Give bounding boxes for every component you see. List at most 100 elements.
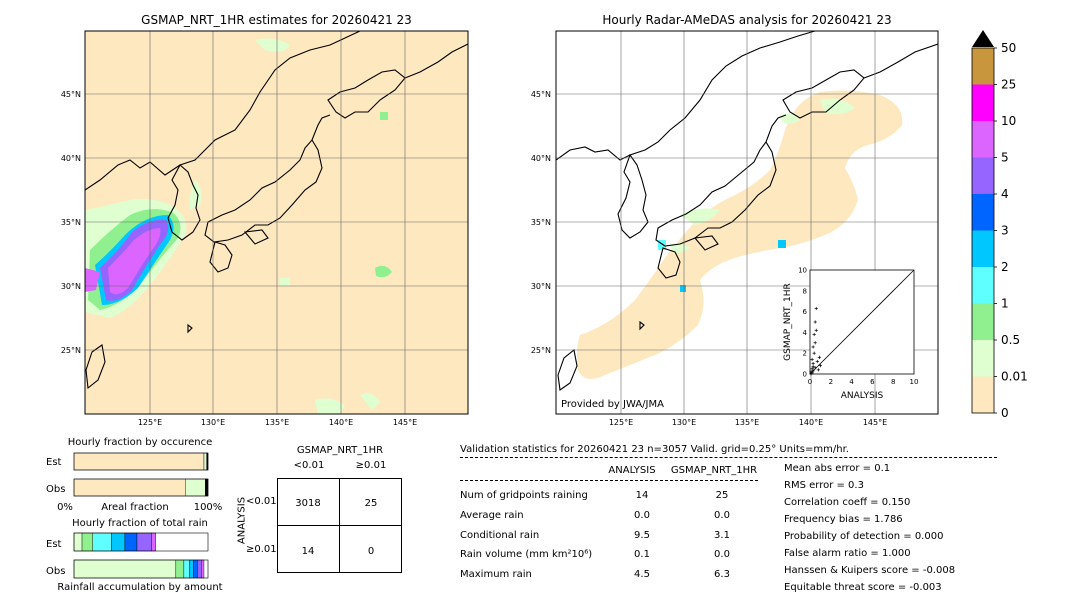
- lon-label: 135°E: [265, 418, 289, 427]
- rain-xlabel: Rainfall accumulation by amount: [57, 582, 222, 593]
- colorbar-segment: [972, 230, 994, 267]
- lat-label: 35°N: [61, 218, 81, 227]
- data-credit: Provided by JWA/JMA: [561, 399, 664, 410]
- occ-xlabel: Areal fraction: [101, 502, 168, 513]
- total-rain-chart: Est Obs Rainfall accumulation by amount: [46, 532, 223, 593]
- colorbar-label: 10: [1001, 114, 1016, 128]
- rain-row-label-obs: Obs: [46, 566, 65, 577]
- score-line: Equitable threat score = -0.003: [784, 582, 942, 593]
- fraction-bar-segment: [124, 532, 138, 552]
- scatter-point: [811, 369, 815, 373]
- fraction-bar-segment: [73, 478, 186, 497]
- stats-col-gsmap: GSMAP_NRT_1HR: [670, 465, 758, 476]
- colorbar-segment: [972, 303, 994, 340]
- fraction-bar-segment: [205, 478, 209, 497]
- scatter-point: [813, 341, 817, 345]
- colorbar-segment: [972, 48, 994, 85]
- fraction-bar-frame: [73, 478, 209, 497]
- lon-label: 130°E: [201, 418, 225, 427]
- lon-label: 145°E: [393, 418, 417, 427]
- right-map-radar-coverage: [576, 90, 903, 379]
- scatter-ylabel: GSMAP_NRT_1HR: [783, 283, 793, 361]
- scatter-point: [818, 364, 822, 368]
- fraction-bar-segment: [151, 532, 156, 552]
- score-line: Mean abs error = 0.1: [784, 463, 891, 474]
- colorbar-segment: [972, 84, 994, 121]
- fraction-bar-segment: [81, 532, 93, 552]
- score-line: Frequency bias = 1.786: [784, 514, 903, 525]
- scatter-y-tick-label: 4: [803, 329, 808, 337]
- colorbar: 0 0.01 0.5 1 2 3 4 5 10 25 50: [971, 30, 1028, 420]
- lon-label: 130°E: [672, 418, 696, 427]
- colorbar-extend-arrow: [972, 30, 994, 47]
- fraction-bar-segment: [136, 532, 152, 552]
- stat-gsmap-value: 6.3: [714, 569, 730, 580]
- right-map-lat-labels: 45°N 40°N 35°N 30°N 25°N: [531, 90, 551, 355]
- left-map-frame: [84, 30, 469, 415]
- stat-gsmap-value: 0.0: [714, 549, 730, 560]
- fraction-bar-frame: [73, 559, 209, 579]
- fraction-bar-segment: [203, 452, 207, 471]
- validation-header: Validation statistics for 20260421 23 n=…: [460, 444, 849, 455]
- scatter-point: [810, 367, 814, 371]
- lat-label: 25°N: [61, 346, 81, 355]
- right-map-frame: [555, 30, 939, 415]
- colorbar-label: 3: [1001, 224, 1009, 238]
- fraction-bar-segment: [92, 532, 112, 552]
- colorbar-segments: [972, 48, 994, 413]
- scatter-point: [815, 359, 819, 364]
- right-map-gridlines: [556, 31, 938, 414]
- fraction-bar-segment: [73, 559, 177, 579]
- score-line: Hanssen & Kuipers score = -0.008: [784, 565, 956, 576]
- scatter-point: [813, 320, 817, 324]
- scatter-y-tick-label: 2: [803, 350, 807, 358]
- contingency-row-header-lt: <0.01: [246, 496, 277, 507]
- rain-row-label-est: Est: [46, 539, 62, 550]
- stat-label: Average rain: [460, 510, 524, 521]
- stats-col-analysis: ANALYSIS: [608, 465, 656, 476]
- score-line: RMS error = 0.3: [784, 480, 864, 491]
- occurence-chart-title: Hourly fraction by occurence: [67, 437, 213, 448]
- colorbar-label: 25: [1001, 78, 1016, 92]
- lat-label: 25°N: [531, 346, 551, 355]
- occ-tick-0: 0%: [57, 502, 73, 513]
- colorbar-label: 4: [1001, 187, 1009, 201]
- contingency-row-header-ge: ≥0.01: [246, 544, 277, 555]
- stat-label: Rain volume (mm km²10⁶): [460, 549, 593, 560]
- contingency-title: GSMAP_NRT_1HR: [296, 445, 384, 456]
- left-map-lat-labels: 45°N 40°N 35°N 30°N 25°N: [61, 90, 81, 355]
- right-map-lon-labels: 125°E 130°E 135°E 140°E 145°E: [609, 418, 887, 427]
- score-line: Correlation coeff = 0.150: [784, 497, 911, 508]
- scatter-x-tick-label: 0: [808, 378, 812, 386]
- left-map: 45°N 40°N 35°N 30°N 25°N 125°E 130°E 135…: [61, 30, 469, 427]
- colorbar-label: 5: [1001, 151, 1009, 165]
- occ-tick-100: 100%: [194, 502, 223, 513]
- left-map-rain-field: [85, 38, 392, 414]
- occurence-chart: Est Obs 0% 100% Areal fraction: [46, 452, 223, 513]
- colorbar-segment: [972, 267, 994, 304]
- lon-label: 145°E: [863, 418, 887, 427]
- scatter-ticks: 00 2 2 4 4 6 6 8 8 10 10: [798, 267, 918, 387]
- scatter-y-tick-label: 8: [803, 287, 807, 295]
- scatter-point: [816, 368, 820, 372]
- scatter-x-tick-label: 8: [891, 378, 895, 386]
- contingency-cell: 0: [368, 546, 374, 557]
- lon-label: 140°E: [329, 418, 353, 427]
- scatter-point: [811, 362, 815, 366]
- fraction-bar-frame: [73, 452, 209, 471]
- right-map-coastlines: [556, 31, 938, 391]
- scatter-points: [809, 306, 822, 376]
- fraction-bar-segment: [73, 532, 83, 552]
- fraction-bar-segment: [193, 559, 198, 579]
- scatter-point: [812, 351, 816, 355]
- stat-analysis-value: 9.5: [634, 530, 650, 541]
- stat-label: Num of gridpoints raining: [460, 490, 588, 501]
- lat-label: 35°N: [531, 218, 551, 227]
- lat-label: 30°N: [531, 282, 551, 291]
- score-line: False alarm ratio = 1.000: [784, 548, 911, 559]
- lon-label: 140°E: [799, 418, 823, 427]
- scatter-plot: 00 2 2 4 4 6 6 8 8 10 10 ANALYSIS GSMAP_NRT_1HR: [783, 267, 918, 402]
- occ-row-label-obs: Obs: [46, 484, 65, 495]
- scatter-point: [811, 365, 815, 369]
- occurence-bars: [73, 452, 209, 497]
